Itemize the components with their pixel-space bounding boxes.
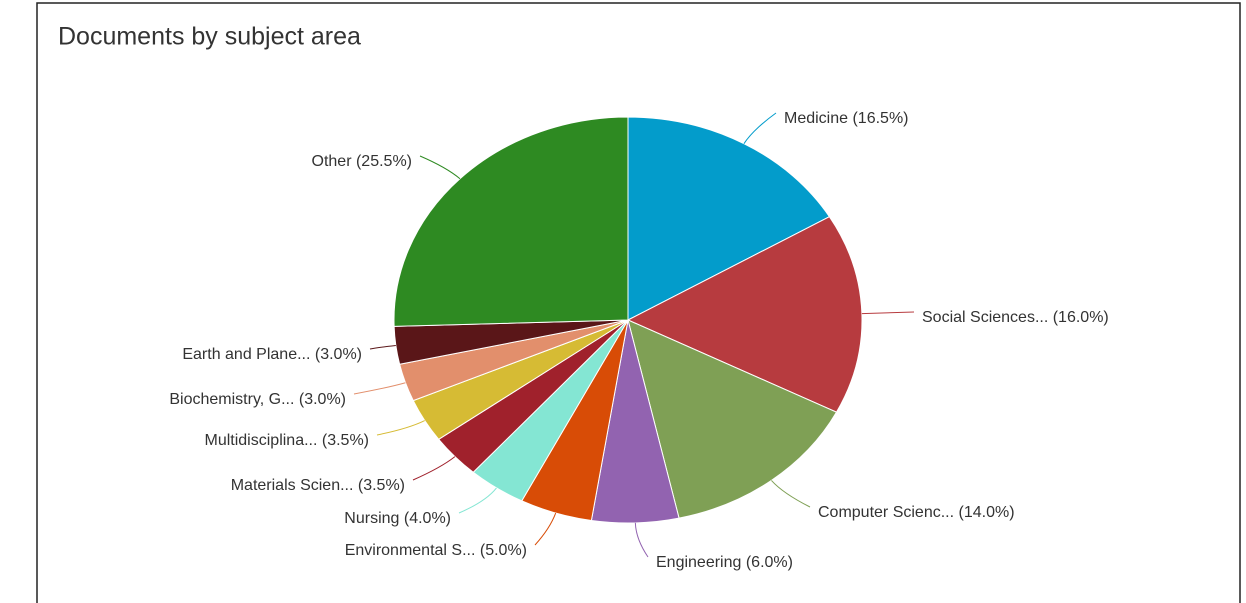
slice-label: Medicine (16.5%): [784, 110, 909, 127]
slice-label: Engineering (6.0%): [656, 554, 793, 571]
leader-line: [534, 512, 557, 546]
leader-line: [771, 480, 811, 508]
leader-line: [419, 155, 461, 180]
leader-line: [376, 420, 425, 436]
leader-line: [369, 344, 396, 350]
slice-label: Other (25.5%): [312, 153, 412, 170]
slice-label: Multidisciplina... (3.5%): [205, 432, 370, 449]
slice-label: Social Sciences... (16.0%): [922, 309, 1109, 326]
leader-line: [634, 522, 649, 558]
leader-line: [412, 456, 456, 481]
leader-line: [743, 112, 777, 144]
leader-line: [458, 487, 497, 514]
leader-line: [353, 382, 406, 395]
slice-label: Nursing (4.0%): [344, 510, 451, 527]
slice-label: Biochemistry, G... (3.0%): [169, 391, 346, 408]
pie-slice: [627, 319, 838, 519]
slice-label: Earth and Plane... (3.0%): [182, 346, 362, 363]
slice-label: Materials Scien... (3.5%): [231, 477, 405, 494]
pie-slice: [626, 216, 863, 413]
chart-title: Documents by subject area: [58, 23, 361, 51]
slice-label: Environmental S... (5.0%): [345, 542, 527, 559]
slice-label: Computer Scienc... (14.0%): [818, 504, 1015, 521]
leader-line: [861, 311, 915, 315]
